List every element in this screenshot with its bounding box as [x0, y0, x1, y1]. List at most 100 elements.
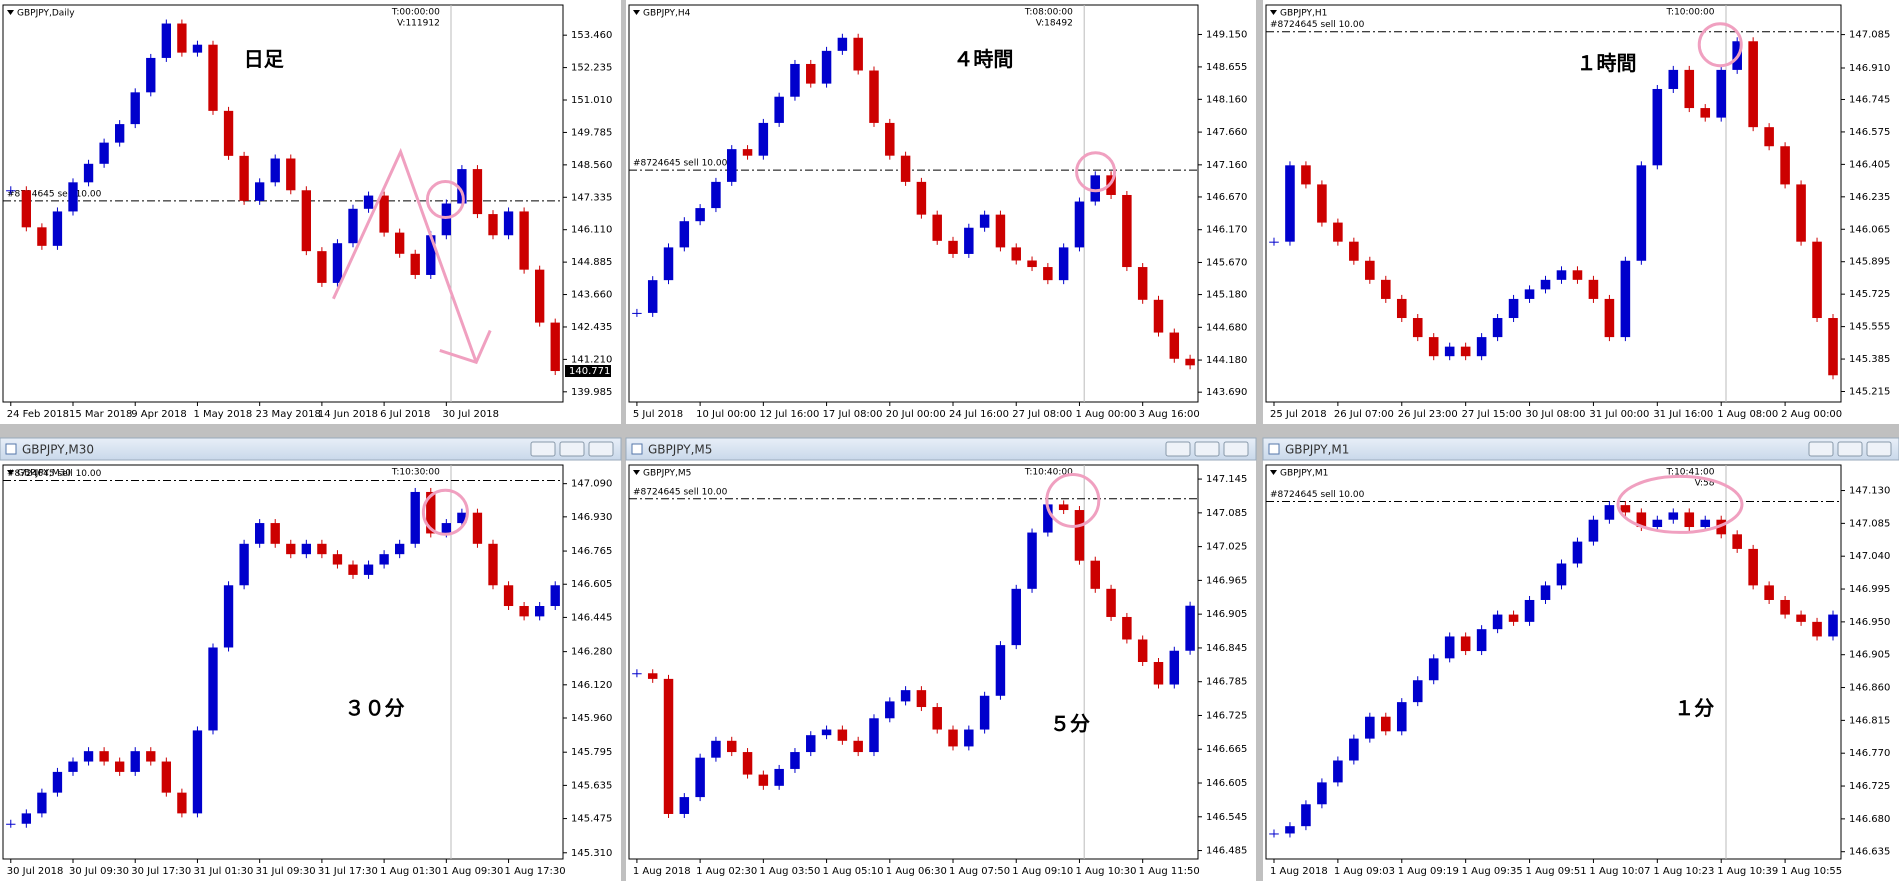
candle — [286, 158, 296, 191]
x-tick-label: 6 Jul 2018 — [380, 409, 430, 420]
info-label: T:00:00:00 — [391, 8, 440, 18]
candle — [1700, 108, 1711, 118]
y-tick-label: 146.280 — [571, 647, 612, 658]
candle — [1301, 165, 1311, 185]
y-tick-label: 146.065 — [1849, 224, 1890, 235]
annotation: １時間 — [1577, 51, 1637, 75]
candle — [1301, 804, 1311, 827]
candle — [1444, 346, 1455, 357]
candle — [6, 823, 16, 825]
candle — [1684, 512, 1695, 528]
x-tick-label: 1 Aug 09:19 — [1398, 866, 1459, 877]
x-tick-label: 27 Jul 15:00 — [1462, 409, 1522, 420]
maximize-button[interactable] — [1837, 441, 1863, 457]
pink-circle — [421, 488, 469, 536]
x-tick-label: 31 Jul 09:30 — [256, 866, 316, 877]
y-tick-label: 147.085 — [1849, 30, 1890, 41]
candle — [1764, 585, 1774, 600]
dropdown-arrow — [7, 10, 14, 15]
candle — [52, 211, 63, 246]
candle — [255, 523, 265, 544]
candle — [1460, 636, 1471, 652]
close-button[interactable] — [1866, 441, 1892, 457]
candle — [239, 155, 249, 201]
candle — [503, 211, 514, 236]
candle — [1153, 299, 1164, 333]
y-tick-label: 146.905 — [1849, 650, 1890, 661]
info-label: T:10:40:00 — [1024, 468, 1073, 478]
candle — [1090, 175, 1101, 202]
candle — [1412, 318, 1423, 338]
x-tick-label: 1 Aug 10:55 — [1781, 866, 1842, 877]
y-tick-label: 146.635 — [1849, 847, 1890, 858]
y-tick-label: 146.905 — [1206, 609, 1247, 620]
candle — [1572, 541, 1583, 564]
x-tick-label: 15 Mar 2018 — [69, 409, 132, 420]
minimize-button[interactable] — [1165, 441, 1191, 457]
y-tick-label: 146.665 — [1206, 744, 1247, 755]
candle — [379, 554, 389, 565]
candle — [1684, 69, 1695, 109]
candle — [1153, 662, 1164, 685]
y-tick-label: 147.335 — [571, 192, 612, 203]
y-tick-label: 146.910 — [1849, 63, 1890, 74]
y-tick-label: 145.795 — [571, 747, 612, 758]
x-tick-label: 1 Aug 00:00 — [1075, 409, 1136, 420]
candle — [472, 512, 483, 544]
window-title: GBPJPY,M5 — [648, 443, 712, 457]
candle — [410, 491, 420, 544]
candle — [1556, 270, 1567, 280]
candle — [1396, 298, 1407, 319]
candle — [1668, 69, 1679, 89]
y-tick-label: 139.985 — [571, 387, 612, 398]
y-tick-label: 145.555 — [1849, 322, 1890, 333]
close-button[interactable] — [588, 441, 614, 457]
candle — [647, 280, 658, 313]
candle — [1011, 247, 1021, 261]
candle — [1349, 241, 1359, 261]
y-tick-label: 148.560 — [571, 160, 612, 171]
y-tick-label: 145.895 — [1849, 257, 1890, 268]
close-button[interactable] — [1223, 441, 1249, 457]
x-tick-label: 31 Jul 17:30 — [318, 866, 378, 877]
y-tick-label: 142.435 — [571, 322, 612, 333]
candle — [679, 221, 690, 248]
candle — [995, 214, 1006, 248]
candle — [853, 37, 863, 71]
candle — [1185, 605, 1195, 651]
price-box — [565, 365, 611, 378]
candle — [1476, 337, 1487, 357]
candle — [301, 190, 311, 252]
x-tick-label: 31 Jul 16:00 — [1653, 409, 1713, 420]
symbol-label: GBPJPY,M5 — [643, 469, 691, 479]
y-tick-label: 147.130 — [1849, 486, 1890, 497]
candle — [1137, 267, 1148, 300]
x-tick-label: 1 Aug 05:10 — [823, 866, 884, 877]
candle — [1780, 146, 1790, 185]
candle — [1812, 241, 1822, 319]
symbol-label: GBPJPY,H1 — [1280, 9, 1327, 19]
x-tick-label: 30 Jul 2018 — [442, 409, 499, 420]
maximize-button[interactable] — [1194, 441, 1220, 457]
candle — [742, 149, 753, 156]
maximize-button[interactable] — [559, 441, 585, 457]
candle — [1780, 599, 1790, 615]
x-tick-label: 9 Apr 2018 — [131, 409, 186, 420]
x-tick-label: 26 Jul 07:00 — [1334, 409, 1394, 420]
minimize-button[interactable] — [530, 441, 556, 457]
candle — [1764, 127, 1774, 147]
candle — [695, 208, 705, 222]
candle — [37, 792, 47, 814]
y-tick-label: 146.995 — [1849, 584, 1890, 595]
candle — [488, 214, 498, 236]
candle — [99, 751, 109, 762]
order-label: #8724645 sell 10.00 — [633, 159, 728, 169]
candle — [1572, 270, 1583, 280]
candle — [1796, 184, 1806, 242]
y-tick-label: 144.180 — [1206, 355, 1247, 366]
candle — [758, 122, 769, 156]
plot-frame — [2, 4, 564, 403]
minimize-button[interactable] — [1808, 441, 1834, 457]
candle — [979, 695, 990, 730]
candle — [239, 543, 249, 586]
